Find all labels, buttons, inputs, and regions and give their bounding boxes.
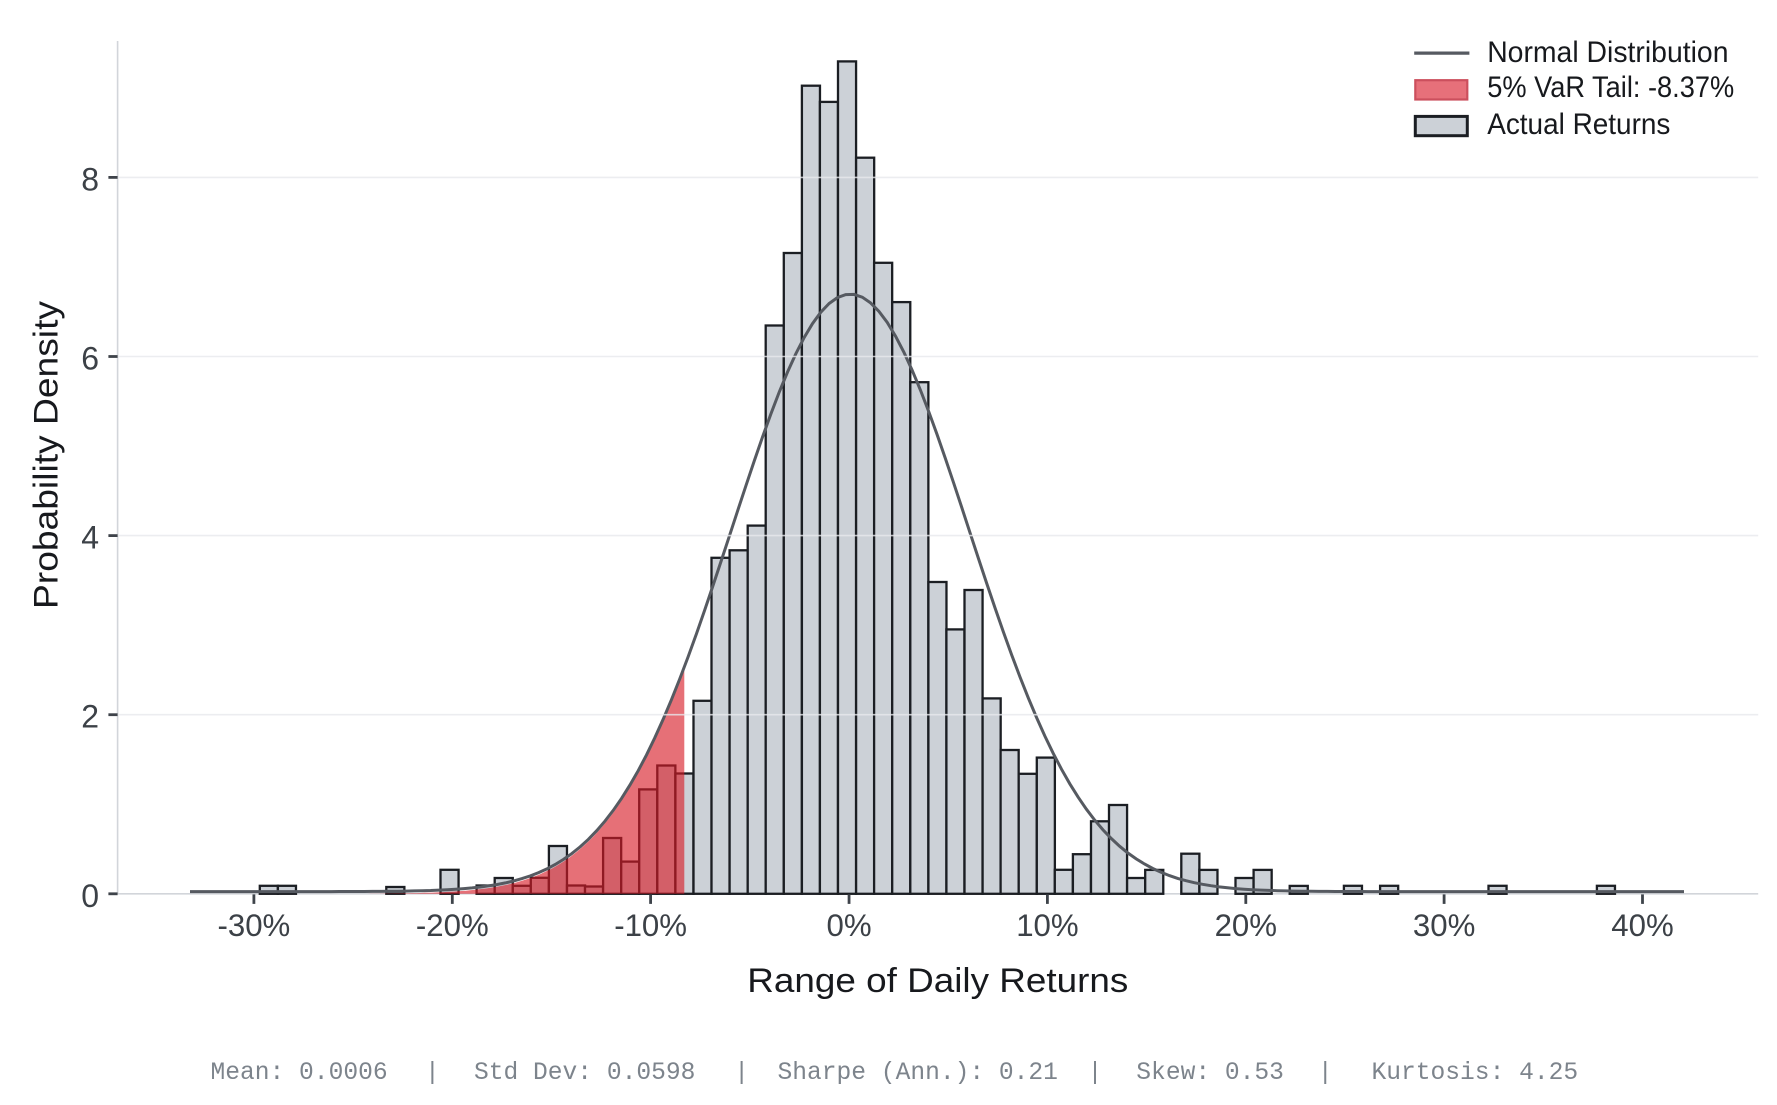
- svg-text:|: |: [425, 1060, 440, 1087]
- svg-text:10%: 10%: [1016, 908, 1078, 943]
- svg-text:Kurtosis: 4.25: Kurtosis: 4.25: [1372, 1060, 1579, 1087]
- svg-text:6: 6: [81, 341, 99, 377]
- svg-text:40%: 40%: [1611, 908, 1673, 943]
- svg-text:Normal Distribution: Normal Distribution: [1487, 36, 1728, 69]
- svg-text:8: 8: [81, 161, 99, 197]
- svg-text:-20%: -20%: [416, 908, 489, 943]
- svg-text:20%: 20%: [1215, 908, 1277, 943]
- svg-text:Probability Density: Probability Density: [28, 300, 66, 609]
- svg-text:Actual Returns: Actual Returns: [1487, 108, 1670, 141]
- svg-text:2: 2: [81, 699, 99, 735]
- svg-text:-30%: -30%: [217, 908, 290, 943]
- svg-text:Mean: 0.0006: Mean: 0.0006: [211, 1060, 388, 1087]
- svg-text:Std Dev: 0.0598: Std Dev: 0.0598: [474, 1060, 695, 1087]
- svg-text:Skew: 0.53: Skew: 0.53: [1136, 1060, 1284, 1087]
- svg-text:5% VaR Tail: -8.37%: 5% VaR Tail: -8.37%: [1487, 71, 1734, 104]
- svg-text:4: 4: [81, 520, 99, 556]
- svg-text:0%: 0%: [827, 908, 872, 943]
- svg-text:Sharpe (Ann.): 0.21: Sharpe (Ann.): 0.21: [778, 1060, 1058, 1087]
- svg-text:-10%: -10%: [614, 908, 687, 943]
- svg-text:0: 0: [81, 878, 99, 914]
- svg-text:|: |: [1088, 1060, 1103, 1087]
- svg-text:|: |: [734, 1060, 749, 1087]
- svg-text:30%: 30%: [1413, 908, 1475, 943]
- svg-text:Range of Daily Returns: Range of Daily Returns: [747, 962, 1128, 1000]
- svg-text:|: |: [1318, 1060, 1333, 1087]
